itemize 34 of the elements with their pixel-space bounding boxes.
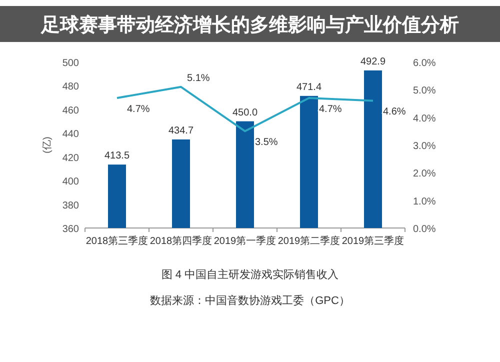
data-label: 4.7% <box>319 104 342 115</box>
source-note: 数据来源：中国音数协游戏工委（GPC） <box>150 294 350 307</box>
data-label: 4.6% <box>383 106 406 118</box>
data-label: 471.4 <box>296 82 322 93</box>
y-tick-label: 380 <box>62 200 80 212</box>
y-tick-label: 460 <box>62 105 80 116</box>
chart-title: 足球赛事带动经济增长的多维影响与产业价值分析 <box>40 14 459 36</box>
y2-tick-label: 2.0% <box>413 168 436 180</box>
y2-tick-label: 0.0% <box>413 224 436 235</box>
y-tick-label: 480 <box>62 82 80 93</box>
y-axis-title: (亿) <box>42 136 53 154</box>
x-tick-label: 2018第三季度 <box>86 235 148 247</box>
y-tick-label: 420 <box>62 152 80 164</box>
data-label: 413.5 <box>104 150 130 162</box>
data-label: 492.9 <box>360 56 386 68</box>
data-label: 5.1% <box>187 72 210 84</box>
y2-tick-label: 5.0% <box>413 86 436 97</box>
x-tick-label: 2019第二季度 <box>278 235 340 247</box>
data-label: 3.5% <box>255 137 278 148</box>
y-tick-label: 500 <box>62 58 80 69</box>
caption: 图 4 中国自主研发游戏实际销售收入 <box>161 268 339 281</box>
x-tick-label: 2019第三季度 <box>342 235 404 247</box>
data-label: 4.7% <box>127 104 150 115</box>
y2-tick-label: 4.0% <box>413 113 436 124</box>
data-label: 450.0 <box>232 107 258 118</box>
x-tick-label: 2018第四季度 <box>150 235 212 247</box>
y2-tick-label: 3.0% <box>413 141 436 152</box>
y-tick-label: 360 <box>62 224 80 235</box>
x-tick-label: 2019第一季度 <box>214 235 276 247</box>
y2-tick-label: 1.0% <box>413 196 436 208</box>
y2-tick-label: 6.0% <box>413 58 436 69</box>
y-tick-label: 440 <box>62 129 80 140</box>
data-label: 434.7 <box>168 125 194 136</box>
y-tick-label: 400 <box>62 176 80 188</box>
